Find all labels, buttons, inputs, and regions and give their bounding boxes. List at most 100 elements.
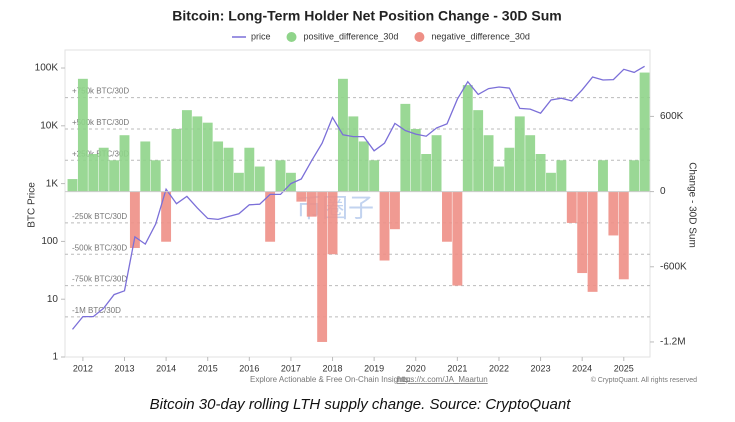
chart-title: Bitcoin: Long-Term Holder Net Position C… bbox=[172, 8, 561, 24]
bar bbox=[317, 191, 328, 342]
bar bbox=[265, 191, 276, 242]
legend-swatch bbox=[414, 32, 425, 42]
bar bbox=[129, 191, 140, 248]
x-tick-label: 2017 bbox=[281, 363, 301, 373]
reference-label: -250k BTC/30D bbox=[72, 212, 127, 221]
y-tick-label: 1K bbox=[46, 178, 59, 189]
y-axis-title: BTC Price bbox=[27, 182, 38, 228]
reference-label: -750k BTC/30D bbox=[72, 275, 127, 284]
bar bbox=[598, 160, 608, 192]
bar bbox=[98, 147, 109, 192]
bar bbox=[285, 172, 296, 192]
bar bbox=[577, 191, 588, 274]
bar bbox=[327, 191, 338, 255]
bar bbox=[390, 191, 400, 230]
bar bbox=[88, 154, 99, 192]
bar bbox=[410, 128, 421, 192]
bar bbox=[494, 166, 504, 192]
x-tick-label: 2022 bbox=[489, 363, 509, 373]
y2-tick-label: -600K bbox=[660, 261, 687, 272]
x-tick-label: 2014 bbox=[156, 363, 176, 373]
footer-text: Explore Actionable & Free On-Chain Insig… bbox=[250, 375, 411, 384]
footer-link[interactable]: https://x.com/JA_Maartun bbox=[397, 375, 488, 384]
x-tick-label: 2020 bbox=[406, 363, 426, 373]
bar bbox=[306, 191, 317, 217]
bar bbox=[566, 191, 577, 223]
bar bbox=[192, 116, 203, 192]
bar bbox=[556, 160, 567, 192]
bar bbox=[483, 135, 494, 192]
bar bbox=[140, 141, 151, 192]
legend-label: positive_difference_30d bbox=[304, 31, 399, 41]
y-tick-label: 1 bbox=[52, 352, 58, 363]
legend-label: negative_difference_30d bbox=[431, 31, 529, 41]
bar bbox=[171, 128, 182, 192]
y2-tick-label: 600K bbox=[660, 111, 684, 122]
plot-area bbox=[64, 49, 651, 358]
bar bbox=[275, 160, 286, 192]
legend-swatch bbox=[286, 32, 297, 42]
bar bbox=[629, 160, 640, 192]
bar bbox=[296, 191, 307, 202]
legend-label: price bbox=[251, 31, 271, 41]
x-tick-label: 2025 bbox=[614, 363, 634, 373]
copyright: © CryptoQuant. All rights reserved bbox=[591, 376, 697, 384]
bar bbox=[525, 135, 536, 192]
bar bbox=[119, 135, 130, 192]
bar bbox=[462, 85, 473, 192]
bar bbox=[452, 191, 463, 286]
bar bbox=[514, 116, 525, 192]
caption: Bitcoin 30-day rolling LTH supply change… bbox=[150, 396, 572, 413]
x-tick-label: 2019 bbox=[364, 363, 384, 373]
bar bbox=[358, 141, 369, 192]
x-tick-label: 2016 bbox=[239, 363, 259, 373]
x-tick-label: 2015 bbox=[198, 363, 218, 373]
bar bbox=[442, 191, 452, 242]
bar bbox=[150, 160, 161, 192]
bar bbox=[254, 166, 265, 192]
reference-label: +500k BTC/30D bbox=[72, 118, 129, 127]
x-tick-label: 2018 bbox=[323, 363, 343, 373]
bar bbox=[77, 78, 88, 192]
bar bbox=[379, 191, 390, 261]
bar bbox=[369, 160, 380, 192]
y-tick-label: 10 bbox=[47, 294, 59, 305]
bar bbox=[546, 172, 556, 192]
y2-tick-label: 0 bbox=[660, 186, 666, 197]
reference-label: -500k BTC/30D bbox=[72, 243, 127, 252]
bar bbox=[202, 122, 213, 192]
bar bbox=[587, 191, 598, 292]
bar bbox=[109, 160, 120, 192]
x-tick-label: 2024 bbox=[572, 363, 592, 373]
bar bbox=[213, 141, 224, 192]
bar bbox=[473, 110, 484, 192]
bar bbox=[223, 147, 234, 192]
reference-label: +750k BTC/30D bbox=[72, 87, 129, 96]
y2-tick-label: -1.2M bbox=[660, 337, 686, 348]
reference-label: -1M BTC/30D bbox=[72, 306, 121, 315]
bar bbox=[431, 135, 442, 192]
x-tick-label: 2021 bbox=[447, 363, 467, 373]
legend: price positive_difference_30d negative_dif… bbox=[232, 31, 530, 42]
bar bbox=[161, 191, 172, 242]
bar bbox=[421, 154, 432, 192]
y2-axis-title: Change - 30D Sum bbox=[686, 162, 697, 248]
x-tick-label: 2012 bbox=[73, 363, 93, 373]
bar bbox=[639, 72, 650, 192]
bar bbox=[504, 147, 515, 192]
bar bbox=[67, 179, 78, 192]
bar bbox=[348, 116, 359, 192]
bar bbox=[400, 103, 411, 192]
x-tick-label: 2013 bbox=[114, 363, 134, 373]
y-tick-label: 100 bbox=[41, 236, 58, 247]
bar bbox=[244, 147, 255, 192]
y-tick-label: 100K bbox=[35, 63, 59, 74]
bar bbox=[618, 191, 629, 280]
bar bbox=[181, 110, 192, 192]
bar bbox=[608, 191, 619, 236]
y-tick-label: 10K bbox=[40, 120, 58, 131]
bar bbox=[535, 154, 546, 192]
bar bbox=[233, 172, 244, 192]
x-tick-label: 2023 bbox=[531, 363, 551, 373]
